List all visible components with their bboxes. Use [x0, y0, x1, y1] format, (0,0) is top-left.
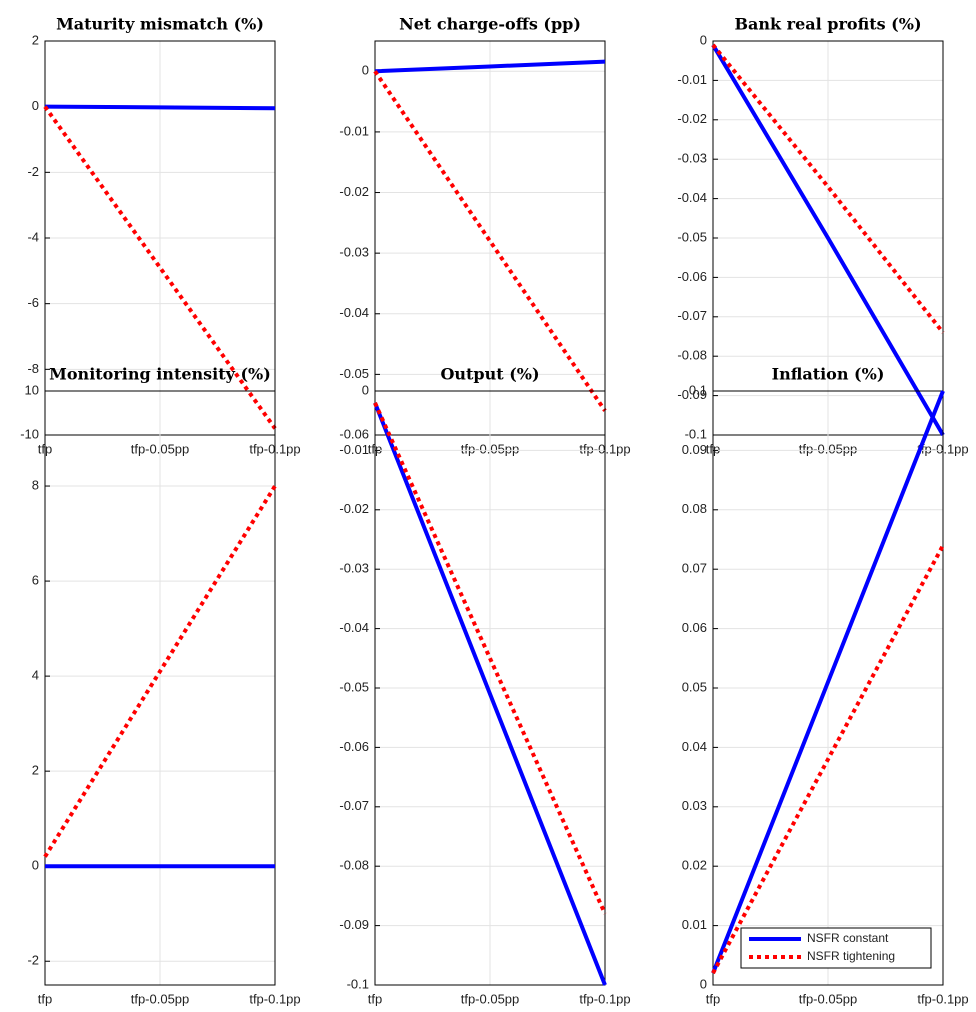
- legend-label: NSFR constant: [807, 931, 889, 945]
- y-tick-label: -10: [20, 426, 39, 441]
- y-tick-label: -0.03: [677, 151, 707, 166]
- y-tick-label: 0.1: [689, 382, 707, 397]
- series-line: [711, 544, 945, 975]
- y-tick-label: -0.05: [677, 229, 707, 244]
- y-tick-label: -0.1: [347, 976, 369, 991]
- y-tick-label: 2: [32, 32, 39, 47]
- y-tick-label: 0.02: [682, 858, 707, 873]
- series-line: [43, 484, 277, 858]
- axes-box: [712, 390, 944, 986]
- y-tick-label: 0.09: [682, 442, 707, 457]
- x-tick-label: tfp-0.1pp: [249, 991, 300, 1006]
- series-line: [373, 402, 607, 915]
- x-tick-label: tfp-0.05pp: [461, 991, 520, 1006]
- y-tick-label: 4: [32, 668, 39, 683]
- y-tick-label: -0.07: [677, 308, 707, 323]
- y-tick-label: 0: [32, 858, 39, 873]
- chart-title: Bank real profits (%): [734, 15, 921, 34]
- y-tick-label: -0.02: [677, 111, 707, 126]
- chart-title: Output (%): [440, 365, 539, 384]
- y-tick-label: 0: [700, 32, 707, 47]
- series-line: [711, 390, 945, 974]
- y-tick-label: 0.05: [682, 679, 707, 694]
- y-tick-label: -0.04: [677, 190, 707, 205]
- x-tick-label: tfp: [368, 991, 382, 1006]
- y-tick-label: -0.06: [339, 426, 369, 441]
- y-tick-label: 0.03: [682, 798, 707, 813]
- y-tick-label: -0.01: [677, 72, 707, 87]
- series-line: [711, 43, 945, 334]
- y-tick-label: -6: [27, 295, 39, 310]
- series-line: [711, 43, 945, 437]
- y-tick-label: -0.04: [339, 620, 369, 635]
- chart-title: Maturity mismatch (%): [56, 15, 264, 34]
- y-tick-label: -0.09: [339, 917, 369, 932]
- y-tick-label: 2: [32, 763, 39, 778]
- x-tick-label: tfp-0.1pp: [917, 991, 968, 1006]
- axes-box: [44, 390, 276, 986]
- y-tick-label: -0.02: [339, 501, 369, 516]
- y-tick-label: -4: [27, 229, 39, 244]
- y-tick-label: 0.04: [682, 739, 707, 754]
- y-tick-label: 8: [32, 477, 39, 492]
- axes-box: [374, 390, 606, 986]
- y-tick-label: -0.01: [339, 123, 369, 138]
- chart-title: Monitoring intensity (%): [49, 365, 271, 384]
- y-tick-label: -0.04: [339, 305, 369, 320]
- y-tick-label: -0.06: [677, 269, 707, 284]
- y-tick-label: 6: [32, 573, 39, 588]
- x-tick-label: tfp: [706, 991, 720, 1006]
- y-tick-label: -2: [27, 164, 39, 179]
- y-tick-label: 0.08: [682, 501, 707, 516]
- y-tick-label: 0: [362, 63, 369, 78]
- y-tick-label: -8: [27, 361, 39, 376]
- legend-label: NSFR tightening: [807, 949, 895, 963]
- y-tick-label: -0.03: [339, 561, 369, 576]
- y-tick-label: 0.01: [682, 917, 707, 932]
- chart-title: Net charge-offs (pp): [399, 15, 581, 34]
- y-tick-label: -0.05: [339, 366, 369, 381]
- y-tick-label: 0.06: [682, 620, 707, 635]
- y-tick-label: -0.09: [677, 387, 707, 402]
- series-line: [43, 105, 277, 430]
- y-tick-label: -0.07: [339, 798, 369, 813]
- chart-title: Inflation (%): [772, 365, 885, 384]
- y-tick-label: 0.07: [682, 561, 707, 576]
- series-line: [44, 104, 276, 111]
- y-tick-label: -0.1: [685, 426, 707, 441]
- y-tick-label: 0: [32, 98, 39, 113]
- y-tick-label: 10: [25, 382, 39, 397]
- series-line: [373, 402, 607, 986]
- x-tick-label: tfp-0.05pp: [131, 991, 190, 1006]
- x-tick-label: tfp-0.1pp: [579, 991, 630, 1006]
- y-tick-label: -0.03: [339, 245, 369, 260]
- y-tick-label: 0: [700, 976, 707, 991]
- y-tick-label: -0.06: [339, 739, 369, 754]
- y-tick-label: -0.02: [339, 184, 369, 199]
- y-tick-label: -0.08: [339, 858, 369, 873]
- y-tick-label: 0: [362, 382, 369, 397]
- series-line: [374, 59, 606, 74]
- y-tick-label: -2: [27, 953, 39, 968]
- y-tick-label: -0.05: [339, 679, 369, 694]
- legend-box: [740, 927, 932, 969]
- x-tick-label: tfp-0.05pp: [799, 991, 858, 1006]
- x-tick-label: tfp: [38, 991, 52, 1006]
- y-tick-label: -0.01: [339, 442, 369, 457]
- y-tick-label: -0.08: [677, 348, 707, 363]
